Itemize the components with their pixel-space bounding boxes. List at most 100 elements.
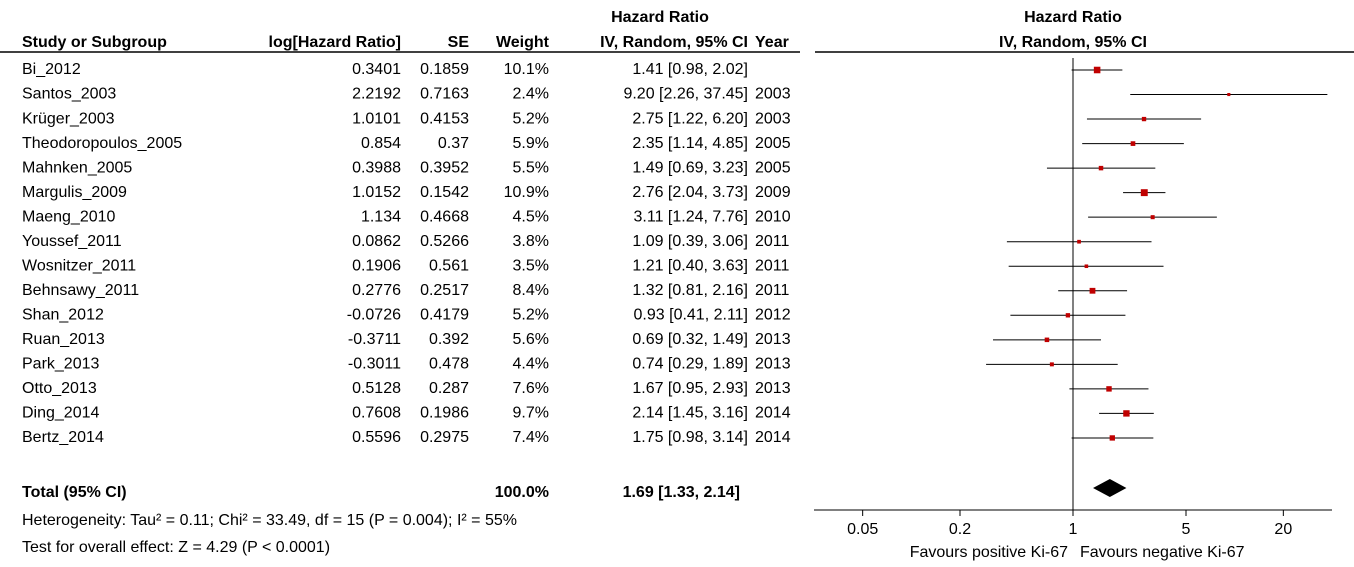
study-name: Ruan_2013 (22, 331, 105, 348)
se: 0.4179 (420, 307, 469, 324)
se: 0.287 (429, 380, 469, 397)
se: 0.2517 (420, 282, 469, 299)
weight: 8.4% (513, 282, 549, 299)
x-tick-label: 0.2 (949, 521, 971, 538)
ci-label: 2.14 [1.45, 3.16] (632, 405, 748, 422)
log-hr: 0.0862 (352, 233, 401, 250)
total-ci: 1.69 [1.33, 2.14] (623, 484, 740, 501)
se: 0.478 (429, 356, 469, 373)
x-tick-label: 5 (1182, 521, 1191, 538)
log-hr: -0.3711 (348, 331, 401, 348)
weight: 10.1% (504, 61, 549, 78)
log-hr: 1.0152 (352, 184, 401, 201)
year: 2009 (755, 184, 791, 201)
ci-label: 1.21 [0.40, 3.63] (632, 257, 748, 274)
year: 2005 (755, 159, 791, 176)
study-name: Bi_2012 (22, 61, 81, 78)
hr-marker (1084, 264, 1089, 269)
overall-effect: Test for overall effect: Z = 4.29 (P < 0… (22, 539, 330, 556)
se: 0.5266 (420, 233, 469, 250)
weight: 5.5% (513, 159, 549, 176)
col-header: SE (448, 34, 470, 51)
se: 0.4668 (420, 208, 469, 225)
weight: 4.5% (513, 208, 549, 225)
ci-label: 9.20 [2.26, 37.45] (623, 86, 748, 103)
hr-marker (1141, 116, 1147, 122)
hr-marker (1109, 435, 1115, 441)
year: 2010 (755, 208, 791, 225)
log-hr: 2.2192 (352, 86, 401, 103)
col-header: Year (755, 34, 789, 51)
year: 2014 (755, 429, 791, 446)
year: 2003 (755, 110, 791, 127)
log-hr: 1.0101 (352, 110, 401, 127)
ci-label: 1.32 [0.81, 2.16] (632, 282, 748, 299)
study-name: Youssef_2011 (22, 233, 122, 250)
year: 2011 (755, 257, 790, 274)
study-name: Santos_2003 (22, 86, 116, 103)
ci-title: Hazard Ratio (611, 9, 709, 26)
log-hr: 0.1906 (352, 257, 401, 274)
ci-label: 1.41 [0.98, 2.02] (632, 61, 748, 78)
se: 0.3952 (420, 159, 469, 176)
ci-label: 1.75 [0.98, 3.14] (632, 429, 748, 446)
se: 0.392 (429, 331, 469, 348)
col-header: Weight (496, 34, 550, 51)
se: 0.1542 (420, 184, 469, 201)
year: 2013 (755, 331, 791, 348)
x-tick-label: 1 (1069, 521, 1078, 538)
ci-label: 1.09 [0.39, 3.06] (632, 233, 748, 250)
hr-marker (1089, 287, 1096, 294)
hr-marker (1106, 386, 1112, 392)
year: 2011 (755, 233, 790, 250)
heterogeneity: Heterogeneity: Tau² = 0.11; Chi² = 33.49… (22, 512, 517, 529)
weight: 5.6% (513, 331, 549, 348)
weight: 5.9% (513, 135, 549, 152)
year: 2005 (755, 135, 791, 152)
hr-marker (1093, 66, 1101, 74)
col-header: Study or Subgroup (22, 34, 167, 51)
year: 2013 (755, 380, 791, 397)
ci-label: 1.49 [0.69, 3.23] (632, 159, 748, 176)
ci-label: 0.74 [0.29, 1.89] (632, 356, 748, 373)
se: 0.2975 (420, 429, 469, 446)
year: 2013 (755, 356, 791, 373)
hr-marker (1077, 239, 1081, 244)
study-name: Maeng_2010 (22, 208, 116, 225)
ci-label: 3.11 [1.24, 7.76] (634, 208, 748, 225)
weight: 2.4% (513, 86, 549, 103)
se: 0.7163 (420, 86, 469, 103)
col-header: IV, Random, 95% CI (600, 34, 748, 51)
study-name: Ding_2014 (22, 405, 100, 422)
study-name: Margulis_2009 (22, 184, 127, 201)
year: 2014 (755, 405, 791, 422)
hr-marker (1140, 189, 1148, 197)
study-name: Theodoropoulos_2005 (22, 135, 182, 152)
hr-marker (1065, 313, 1071, 318)
hr-marker (1044, 337, 1050, 343)
weight: 5.2% (513, 307, 549, 324)
hr-marker (1049, 362, 1054, 367)
study-name: Mahnken_2005 (22, 159, 132, 176)
log-hr: 0.2776 (352, 282, 401, 299)
log-hr: 0.7608 (352, 405, 401, 422)
hr-marker (1227, 92, 1231, 97)
log-hr: -0.3011 (348, 356, 401, 373)
log-hr: 0.854 (361, 135, 401, 152)
plot-title: Hazard Ratio (1024, 9, 1122, 26)
total-weight: 100.0% (495, 484, 549, 501)
log-hr: 0.5596 (352, 429, 401, 446)
total-label: Total (95% CI) (22, 484, 127, 501)
se: 0.4153 (420, 110, 469, 127)
hr-marker (1098, 165, 1104, 171)
se: 0.561 (429, 257, 469, 274)
ci-label: 2.75 [1.22, 6.20] (632, 110, 748, 127)
favours-left: Favours positive Ki-67 (910, 544, 1068, 561)
hr-marker (1150, 215, 1155, 220)
weight: 3.8% (513, 233, 549, 250)
ci-label: 1.67 [0.95, 2.93] (632, 380, 748, 397)
study-name: Wosnitzer_2011 (22, 257, 136, 274)
se: 0.37 (438, 135, 469, 152)
col-header: log[Hazard Ratio] (269, 34, 401, 51)
